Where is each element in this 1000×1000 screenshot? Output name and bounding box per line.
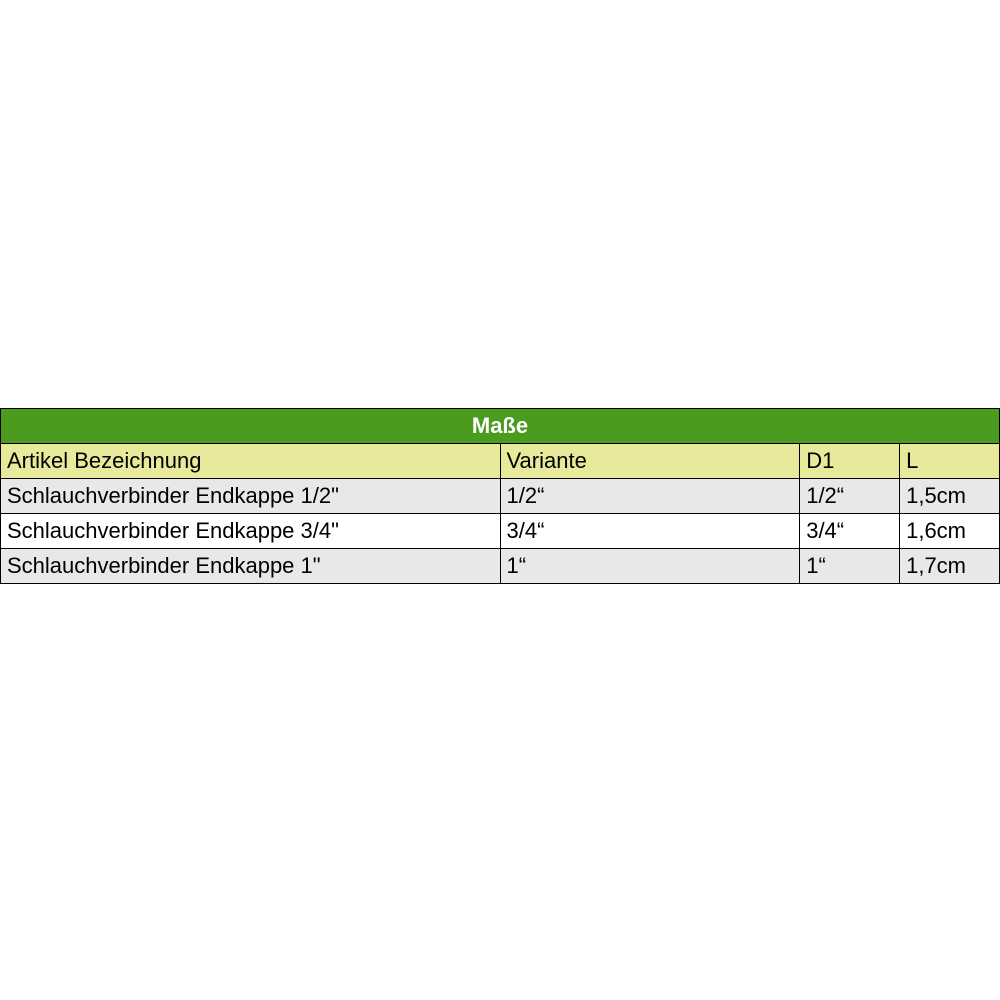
cell-d1: 3/4“ (800, 514, 900, 549)
table-title-row: Maße (1, 409, 1000, 444)
cell-artikel: Schlauchverbinder Endkappe 1/2" (1, 479, 501, 514)
cell-l: 1,7cm (900, 549, 1000, 584)
header-artikel: Artikel Bezeichnung (1, 444, 501, 479)
dimensions-table: Maße Artikel Bezeichnung Variante D1 L S… (0, 408, 1000, 584)
cell-variante: 1“ (500, 549, 800, 584)
cell-artikel: Schlauchverbinder Endkappe 1" (1, 549, 501, 584)
table-row: Schlauchverbinder Endkappe 1/2" 1/2“ 1/2… (1, 479, 1000, 514)
table-header-row: Artikel Bezeichnung Variante D1 L (1, 444, 1000, 479)
header-d1: D1 (800, 444, 900, 479)
cell-d1: 1/2“ (800, 479, 900, 514)
table-title: Maße (1, 409, 1000, 444)
cell-variante: 3/4“ (500, 514, 800, 549)
header-l: L (900, 444, 1000, 479)
cell-variante: 1/2“ (500, 479, 800, 514)
cell-l: 1,5cm (900, 479, 1000, 514)
dimensions-table-container: Maße Artikel Bezeichnung Variante D1 L S… (0, 408, 1000, 584)
cell-l: 1,6cm (900, 514, 1000, 549)
cell-artikel: Schlauchverbinder Endkappe 3/4" (1, 514, 501, 549)
table-row: Schlauchverbinder Endkappe 1" 1“ 1“ 1,7c… (1, 549, 1000, 584)
cell-d1: 1“ (800, 549, 900, 584)
header-variante: Variante (500, 444, 800, 479)
table-row: Schlauchverbinder Endkappe 3/4" 3/4“ 3/4… (1, 514, 1000, 549)
